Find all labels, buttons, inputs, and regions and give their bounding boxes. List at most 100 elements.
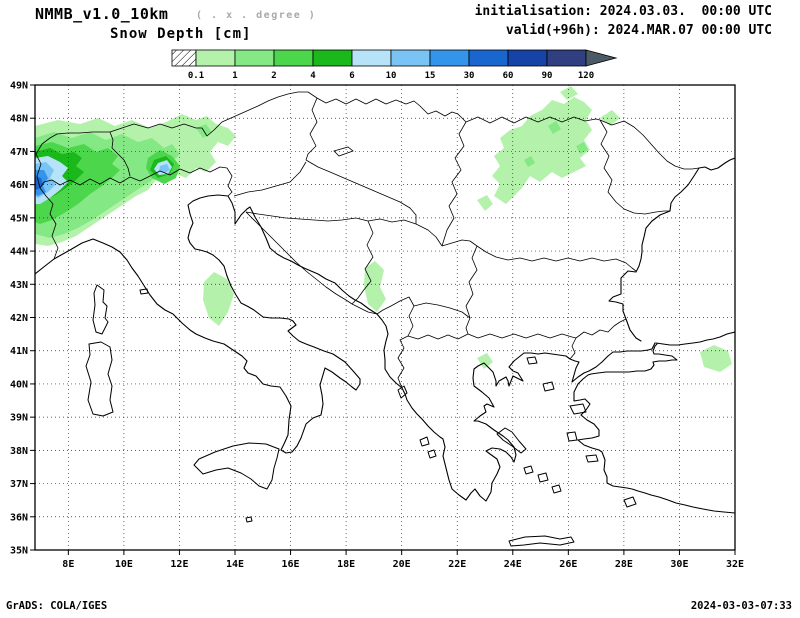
island-rhodes [623,496,637,508]
border-switzerland [35,131,131,189]
lon-label: 24E [504,559,522,570]
border-slovenia-croatia [233,161,307,197]
border-danube-serbia-romania [441,239,478,247]
colorbar-tick-label: 15 [425,71,436,81]
valid-time-label: valid(+96h): 2024.MAR.07 00:00 UTC [505,23,772,38]
island-corsica [92,284,109,335]
colorbar-segment-5 [390,49,431,67]
lon-label: 26E [559,559,577,570]
island-zakynthos [427,449,437,459]
island-naxos [537,472,549,483]
lon-label: 8E [62,559,74,570]
colorbar-tick-label: 120 [578,71,594,81]
border-moldova-ukraine [599,119,700,170]
lat-label: 46N [10,180,28,191]
lat-label: 48N [10,114,28,125]
colorbar-segment-7 [468,49,509,67]
colorbar-segment-8 [507,49,548,67]
border-romania-north [465,116,601,124]
border-prut-moldova [599,119,670,215]
colorbar-tick-label: 10 [386,71,397,81]
snow-patch-nw-turkey [700,345,732,372]
border-croatia-bosnia-coastal [245,211,353,305]
border-romania-west [441,121,467,247]
island-euboea [496,427,527,454]
lat-label: 38N [10,446,28,457]
snow-patch-olympus [477,353,493,369]
map-lines-layer [35,91,735,547]
island-kos [551,484,562,494]
grid-resolution-note: ( . x . degree ) [196,10,317,21]
lat-label: 43N [10,280,28,291]
border-hungary-south [305,159,417,224]
lon-label: 14E [226,559,244,570]
lon-label: 16E [282,559,300,570]
snow-patch-carpathians-speck3 [524,156,535,167]
lon-label: 18E [337,559,355,570]
colorbar-segment-6 [429,49,470,67]
snow-shading-layer [35,86,732,372]
colorbar-segment-9 [546,49,587,67]
island-limnos [542,381,555,392]
grid-layer [35,85,735,550]
island-lesbos [569,403,587,415]
snow-patch-dolomites-blue [159,164,170,173]
island-elba [139,288,149,295]
lat-label: 44N [10,247,28,258]
lon-label: 10E [115,559,133,570]
lat-label: 39N [10,413,28,424]
border-sava-serbia [355,217,443,247]
variable-title: Snow Depth [cm] [110,26,252,42]
snow-patch-apennines [203,272,234,326]
colorbar-tick-label: 2 [271,71,276,81]
snow-patch-south-carpathians [477,195,493,211]
axis-labels: 49N 48N 47N 46N 45N 44N 43N 42N 41N 40N 39N 38N 37N 3… [10,81,744,571]
island-sardinia [85,341,114,417]
initialisation-time-label: initialisation: 2024.03.03. 00:00 UTC [474,4,772,19]
snow-patch-carpathians [492,97,592,204]
lat-label: 37N [10,479,28,490]
lon-label: 20E [393,559,411,570]
colorbar-segment-0 [195,49,236,67]
colorbar-tick-label: 90 [542,71,553,81]
border-montenegro-albania [351,303,378,315]
colorbar-overflow-arrow [585,49,618,67]
lake-balaton [333,146,354,157]
border-austria-north [109,91,318,137]
lat-label: 42N [10,313,28,324]
border-macedonia-north [413,302,471,319]
snow-patch-north-carpathians [560,86,578,100]
coastline-turkey-aegean [573,383,735,514]
lat-label: 45N [10,213,28,224]
border-croatia-bosnia-north [245,211,357,222]
colorbar-tick-label: 6 [349,71,354,81]
border-albania-macedonia [376,296,415,337]
island-malta [245,516,253,523]
lat-label: 49N [10,81,28,92]
snow-patch-montenegro [364,261,386,312]
colorbar-segment-2 [273,49,314,67]
island-crete [508,535,575,547]
border-alpine-arc [39,166,233,260]
island-samos [585,454,599,463]
border-greece-north [397,333,577,389]
island-paros [523,465,534,475]
colorbar-segment-3 [312,49,353,67]
colorbar-tick-label: 4 [310,71,316,81]
coastline-blacksea-turkey [655,331,735,346]
model-title: NMMB_v1.0_10km [35,5,169,23]
lat-label: 47N [10,147,28,158]
border-danube-romania-bulgaria [476,245,637,272]
snow-patch-carpathians-speck1 [548,121,561,134]
colorbar-tick-label: 1 [232,71,237,81]
lon-label: 12E [170,559,188,570]
lat-label: 35N [10,546,28,557]
island-kefalonia [419,436,430,447]
island-chios [566,431,578,442]
colorbar-underflow [171,49,197,67]
border-bulgaria-turkey [575,318,627,339]
coastline-blacksea-west [608,157,735,342]
lat-label: 41N [10,346,28,357]
